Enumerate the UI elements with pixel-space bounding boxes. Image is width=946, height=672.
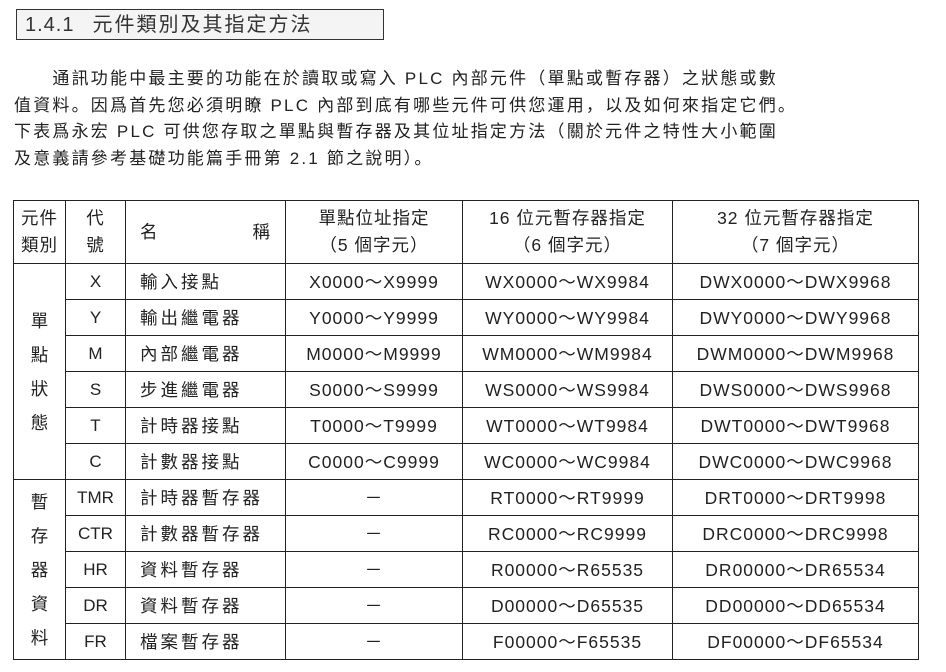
name-cell: 步進繼電器	[125, 371, 286, 408]
table-row: FR 檔案暫存器－ F00000～F65535 DF00000～DF65534	[14, 623, 919, 660]
table-header-row: 元件 類別 代號 名稱 單點位址指定 （5 個字元） 16 位元暫存器指定 （6 個字…	[13, 200, 919, 264]
category-char: 資	[30, 593, 49, 614]
single-address-cell: S0000～S9999	[285, 371, 463, 408]
reg16-address-cell: WY0000～WY9984	[462, 299, 673, 336]
intro-paragraph: 通訊功能中最主要的功能在於讀取或寫入 PLC 內部元件（單點或暫存器）之狀態或數…	[14, 66, 922, 173]
reg16-address-cell: WX0000～WX9984	[462, 263, 673, 300]
code-cell: FR	[65, 623, 126, 660]
single-address-cell: X0000～X9999	[285, 263, 463, 300]
section-title: 元件類別及其指定方法	[92, 14, 313, 36]
table-row: M 內部繼電器 M0000～M9999 WM0000～WM9984 DWM0000～DW…	[14, 335, 919, 372]
category-char: 單	[30, 310, 49, 331]
name-cell: 計時器暫存器	[125, 479, 286, 516]
name-cell: 計時器接點	[125, 407, 286, 444]
section-heading: 1.4.1 元件類別及其指定方法	[16, 9, 384, 40]
code-cell: T	[65, 407, 126, 444]
reg16-address-cell: WC0000～WC9984	[462, 443, 673, 480]
reg16-address-cell: F00000～F65535	[462, 623, 673, 660]
code-cell: C	[65, 443, 126, 480]
single-address-cell: －	[285, 623, 463, 660]
reg16-address-cell: WM0000～WM9984	[462, 335, 673, 372]
reg16-address-cell: RT0000～RT9999	[462, 479, 673, 516]
table-row: 單點狀態 X 輸入接點 X0000～X9999 WX0000～WX9984 DWX0000…	[13, 263, 919, 480]
name-cell: 輸出繼電器	[125, 299, 286, 336]
code-cell: M	[65, 335, 126, 372]
header-name: 名稱	[125, 200, 286, 264]
category-cell: 單點狀態	[13, 263, 66, 480]
single-address-cell: M0000～M9999	[285, 335, 463, 372]
header-category: 元件 類別	[13, 200, 66, 264]
paragraph-line: 值資料。因爲首先您必須明瞭 PLC 內部到底有哪些元件可供您運用，以及如何來指定…	[14, 95, 798, 115]
single-address-cell: －	[285, 587, 463, 624]
category-char: 態	[30, 412, 49, 433]
category-char: 狀	[30, 378, 49, 399]
single-address-cell: －	[285, 479, 463, 516]
single-address-cell: －	[285, 515, 463, 552]
reg32-address-cell: DRT0000～DRT9998	[672, 479, 919, 516]
table-row: 暫存器資料 TMR 計時器暫存器－ RT0000～RT9999 DRT0000～DRT9…	[13, 479, 919, 660]
header-reg16: 16 位元暫存器指定 （6 個字元）	[462, 200, 673, 264]
category-char: 存	[30, 525, 49, 546]
reg32-address-cell: DD00000～DD65534	[672, 587, 919, 624]
table-row: Y 輸出繼電器 Y0000～Y9999 WY0000～WY9984 DWY0000～DW…	[14, 299, 919, 336]
reg32-address-cell: DRC0000～DRC9998	[672, 515, 919, 552]
header-reg32: 32 位元暫存器指定 （7 個字元）	[672, 200, 919, 264]
name-cell: 計數器接點	[125, 443, 286, 480]
reg32-address-cell: DF00000～DF65534	[672, 623, 919, 660]
code-cell: TMR	[65, 479, 126, 516]
category-char: 暫	[30, 491, 49, 512]
single-address-cell: T0000～T9999	[285, 407, 463, 444]
reg16-address-cell: WT0000～WT9984	[462, 407, 673, 444]
code-cell: S	[65, 371, 126, 408]
code-cell: X	[65, 263, 126, 300]
table-row: T 計時器接點 T0000～T9999 WT0000～WT9984 DWT0000～DW…	[14, 407, 919, 444]
reg16-address-cell: R00000～R65535	[462, 551, 673, 588]
device-table: 元件 類別 代號 名稱 單點位址指定 （5 個字元） 16 位元暫存器指定 （6 個字…	[13, 200, 919, 660]
name-cell: 資料暫存器	[125, 587, 286, 624]
reg16-address-cell: D00000～D65535	[462, 587, 673, 624]
paragraph-line: 及意義請參考基礎功能篇手冊第 2.1 節之說明）。	[14, 149, 434, 169]
code-cell: DR	[65, 587, 126, 624]
reg16-address-cell: RC0000～RC9999	[462, 515, 673, 552]
header-code: 代號	[65, 200, 126, 264]
paragraph-line: 通訊功能中最主要的功能在於讀取或寫入 PLC 內部元件（單點或暫存器）之狀態或數	[14, 69, 778, 88]
table-row: DR 資料暫存器－ D00000～D65535 DD00000～DD65534	[14, 587, 919, 624]
category-char: 器	[30, 559, 49, 580]
single-address-cell: C0000～C9999	[285, 443, 463, 480]
table-row: CTR 計數器暫存器－ RC0000～RC9999 DRC0000～DRC9998	[14, 515, 919, 552]
table-row: S 步進繼電器 S0000～S9999 WS0000～WS9984 DWS0000～DW…	[14, 371, 919, 408]
reg32-address-cell: DWM0000～DWM9968	[672, 335, 919, 372]
table-row: HR 資料暫存器－ R00000～R65535 DR00000～DR65534	[14, 551, 919, 588]
name-cell: 資料暫存器	[125, 551, 286, 588]
category-char: 料	[30, 627, 49, 648]
paragraph-line: 下表爲永宏 PLC 可供您存取之單點與暫存器及其位址指定方法（關於元件之特性大小…	[14, 122, 778, 142]
name-cell: 檔案暫存器	[125, 623, 286, 660]
reg32-address-cell: DWS0000～DWS9968	[672, 371, 919, 408]
reg32-address-cell: DWX0000～DWX9968	[672, 263, 919, 300]
code-cell: Y	[65, 299, 126, 336]
name-cell: 輸入接點	[125, 263, 286, 300]
table-row: C 計數器接點 C0000～C9999 WC0000～WC9984 DWC0000～DW…	[14, 443, 919, 480]
name-cell: 內部繼電器	[125, 335, 286, 372]
reg16-address-cell: WS0000～WS9984	[462, 371, 673, 408]
category-cell: 暫存器資料	[13, 479, 66, 660]
header-single: 單點位址指定 （5 個字元）	[285, 200, 463, 264]
code-cell: CTR	[65, 515, 126, 552]
reg32-address-cell: DWY0000～DWY9968	[672, 299, 919, 336]
single-address-cell: －	[285, 551, 463, 588]
reg32-address-cell: DWT0000～DWT9968	[672, 407, 919, 444]
reg32-address-cell: DR00000～DR65534	[672, 551, 919, 588]
category-char: 點	[30, 344, 49, 365]
section-number: 1.4.1	[25, 14, 75, 36]
single-address-cell: Y0000～Y9999	[285, 299, 463, 336]
reg32-address-cell: DWC0000～DWC9968	[672, 443, 919, 480]
name-cell: 計數器暫存器	[125, 515, 286, 552]
code-cell: HR	[65, 551, 126, 588]
